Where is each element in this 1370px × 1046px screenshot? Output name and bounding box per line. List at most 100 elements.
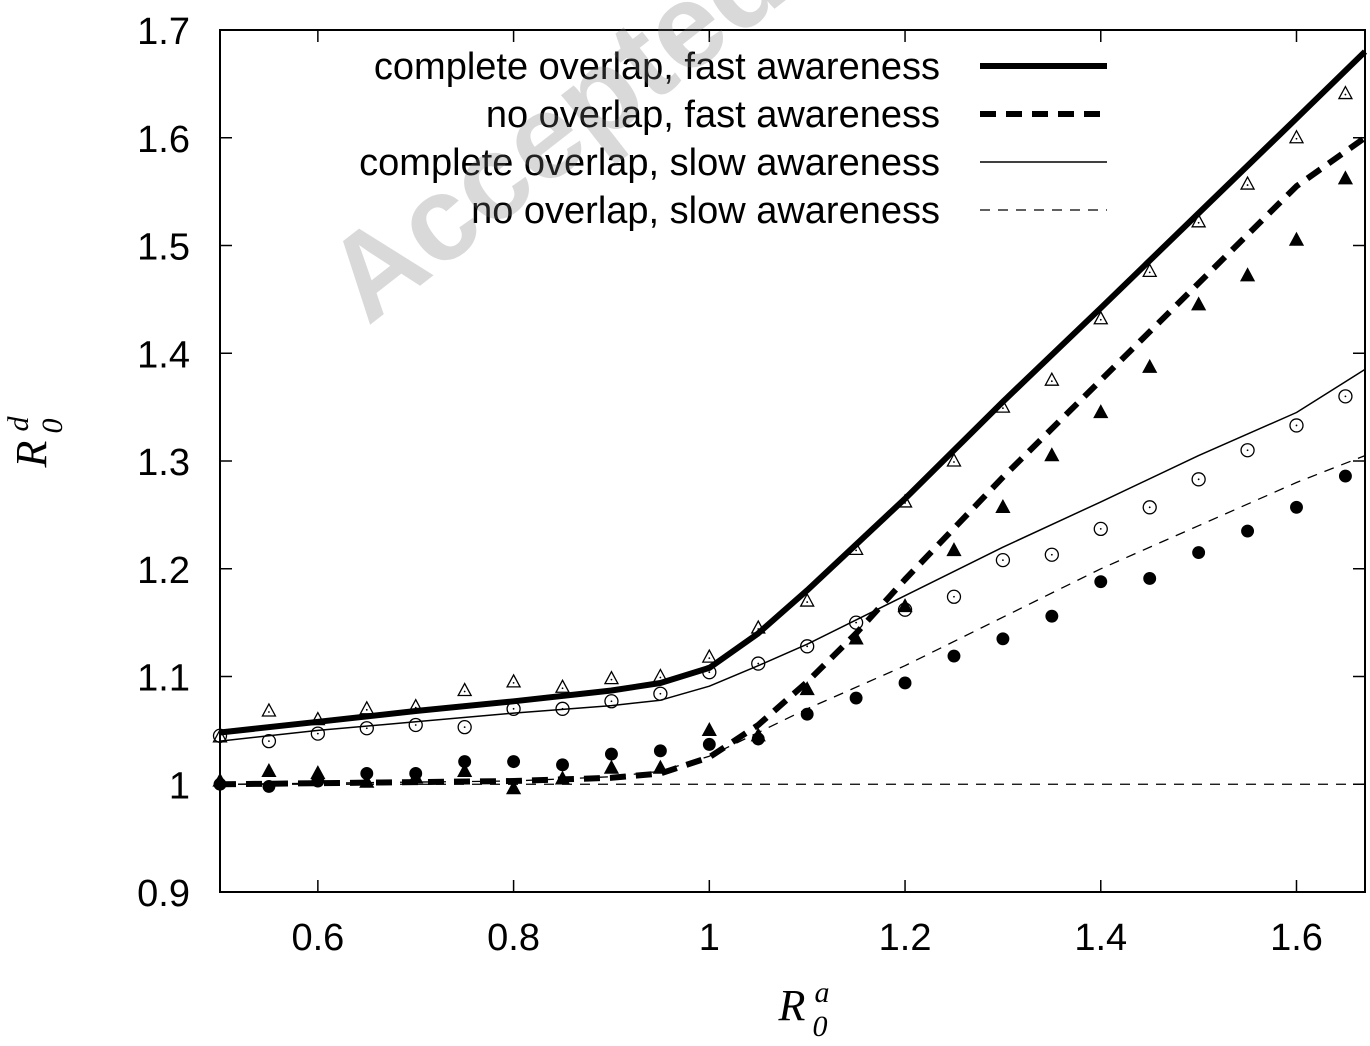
marker-triangle-open [1288, 129, 1305, 144]
marker-circle-filled [1045, 609, 1059, 623]
x-tick-label: 1.4 [1074, 917, 1127, 959]
marker-circle-filled [1290, 500, 1303, 514]
x-axis-title-sup: a [815, 976, 830, 1009]
marker-circle-open [995, 552, 1011, 568]
marker-circle-open [848, 615, 864, 630]
marker-triangle-open [603, 670, 620, 685]
marker-circle-filled [1192, 546, 1206, 560]
marker-center-dot [1099, 318, 1102, 321]
marker-triangle-filled [897, 598, 913, 613]
marker-center-dot [1246, 449, 1249, 452]
marker-center-dot [953, 461, 955, 463]
marker-center-dot [1295, 424, 1298, 427]
marker-circle-open [1191, 472, 1206, 487]
marker-circle-filled [556, 758, 569, 772]
marker-circle-filled [849, 691, 863, 705]
marker-triangle-filled [1142, 358, 1158, 373]
marker-triangle-filled [359, 773, 375, 788]
marker-triangle-open [848, 540, 864, 556]
marker-circle-open [359, 721, 374, 736]
marker-circle-filled [1338, 469, 1352, 483]
marker-circle-filled [311, 774, 325, 788]
marker-triangle-filled [1191, 296, 1207, 311]
marker-triangle-open [554, 678, 571, 693]
marker-circle-filled [409, 767, 423, 780]
marker-triangle-open [359, 700, 375, 715]
marker-center-dot [708, 657, 711, 660]
marker-center-dot [1002, 559, 1004, 562]
marker-triangle-open [1239, 175, 1256, 190]
marker-center-dot [1050, 553, 1053, 556]
x-axis-title-sub: 0 [813, 1010, 828, 1041]
marker-triangle-open [946, 452, 962, 467]
marker-circle-open [800, 639, 815, 654]
marker-circle-filled [360, 767, 374, 780]
marker-triangle-filled [995, 498, 1011, 513]
y-tick-label: 1.1 [137, 658, 190, 700]
marker-center-dot [219, 734, 221, 737]
marker-triangle-open [310, 711, 326, 726]
marker-triangle-filled [603, 759, 620, 774]
marker-center-dot [414, 706, 417, 709]
marker-center-dot [708, 671, 711, 674]
marker-circle-filled [996, 632, 1010, 646]
marker-triangle-open [1337, 85, 1354, 100]
marker-triangle-filled [505, 780, 522, 795]
marker-circle-open [1142, 500, 1157, 515]
marker-circle-open [1044, 547, 1059, 562]
marker-circle-open [1240, 443, 1255, 458]
marker-center-dot [757, 662, 760, 665]
marker-center-dot [463, 726, 466, 729]
marker-circle-open [310, 726, 326, 741]
marker-triangle-open [995, 398, 1011, 413]
marker-center-dot [806, 645, 809, 648]
y-tick-label: 1.5 [137, 227, 190, 269]
marker-center-dot [268, 711, 270, 713]
marker-circle-open [555, 701, 570, 716]
marker-center-dot [1197, 478, 1200, 481]
series-line-3 [219, 368, 1366, 742]
marker-center-dot [512, 707, 515, 710]
marker-center-dot [659, 692, 662, 695]
y-tick-label: 0.9 [137, 873, 190, 915]
marker-triangle-open [750, 619, 766, 634]
marker-triangle-open [652, 668, 668, 683]
marker-center-dot [365, 708, 368, 711]
y-tick-label: 1.3 [137, 442, 190, 484]
legend-label-4: no overlap, slow awareness [471, 190, 940, 232]
marker-center-dot [855, 549, 858, 552]
y-axis-title-main: R [7, 440, 56, 468]
y-axis-title-sub: 0 [36, 419, 69, 434]
marker-triangle-open [408, 698, 424, 713]
marker-center-dot [953, 595, 955, 598]
y-tick-label: 1.4 [137, 334, 190, 376]
marker-circle-open [604, 694, 619, 709]
legend: complete overlap, fast awareness no overl… [359, 46, 1107, 232]
marker-triangle-open [1191, 213, 1207, 228]
marker-center-dot [1099, 527, 1102, 530]
marker-center-dot [561, 707, 564, 710]
marker-triangle-filled [848, 630, 864, 645]
marker-triangle-open [1142, 262, 1158, 278]
marker-circle-open [408, 717, 423, 733]
legend-label-2: no overlap, fast awareness [486, 94, 940, 136]
marker-center-dot [365, 727, 368, 730]
marker-triangle-filled [701, 722, 717, 737]
y-tick-label: 1 [169, 765, 190, 807]
marker-circle-open [457, 719, 472, 735]
marker-circle-filled [947, 649, 961, 663]
marker-circle-filled [605, 747, 618, 761]
marker-center-dot [904, 608, 906, 611]
x-tick-label: 1.6 [1270, 917, 1323, 959]
marker-center-dot [1344, 395, 1347, 398]
marker-circle-filled [1143, 571, 1157, 585]
marker-center-dot [1344, 93, 1347, 96]
marker-center-dot [1295, 137, 1298, 140]
marker-circle-open [702, 665, 717, 680]
marker-circle-filled [262, 779, 276, 793]
marker-triangle-filled [799, 681, 815, 696]
marker-circle-open [1289, 418, 1304, 433]
